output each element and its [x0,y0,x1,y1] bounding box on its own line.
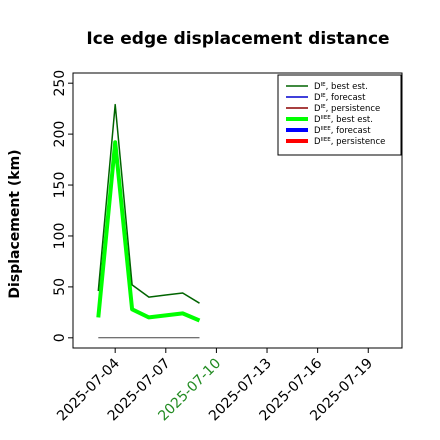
y-tick-label: 100 [52,223,68,250]
plot-frame [72,72,403,349]
legend-entry: DIIEE, best est. [314,115,373,125]
x-axis: 2025-07-042025-07-072025-07-102025-07-13… [54,348,376,424]
series-line-1 [97,103,200,304]
legend-entry: DIIEE, forecast [314,126,371,136]
y-tick-label: 200 [52,121,68,148]
legend-entry: DIE, forecast [314,93,366,103]
y-tick-label: 0 [52,333,68,342]
y-tick-label: 250 [52,70,68,97]
series-line-0 [96,140,201,323]
chart-title: Ice edge displacement distance [86,29,389,49]
legend-entry: DIIEE, persistence [314,137,385,147]
y-tick-label: 50 [52,278,68,296]
y-tick-label: 150 [52,172,68,199]
legend-entry: DIE, persistence [314,104,380,114]
y-axis-label: Displacement (km) [7,149,23,298]
series-layer [96,103,201,339]
legend-box [277,74,402,156]
legend-entry: DIE, best est. [314,82,368,92]
y-axis: 0 50 100 150 200 250 [52,70,73,342]
